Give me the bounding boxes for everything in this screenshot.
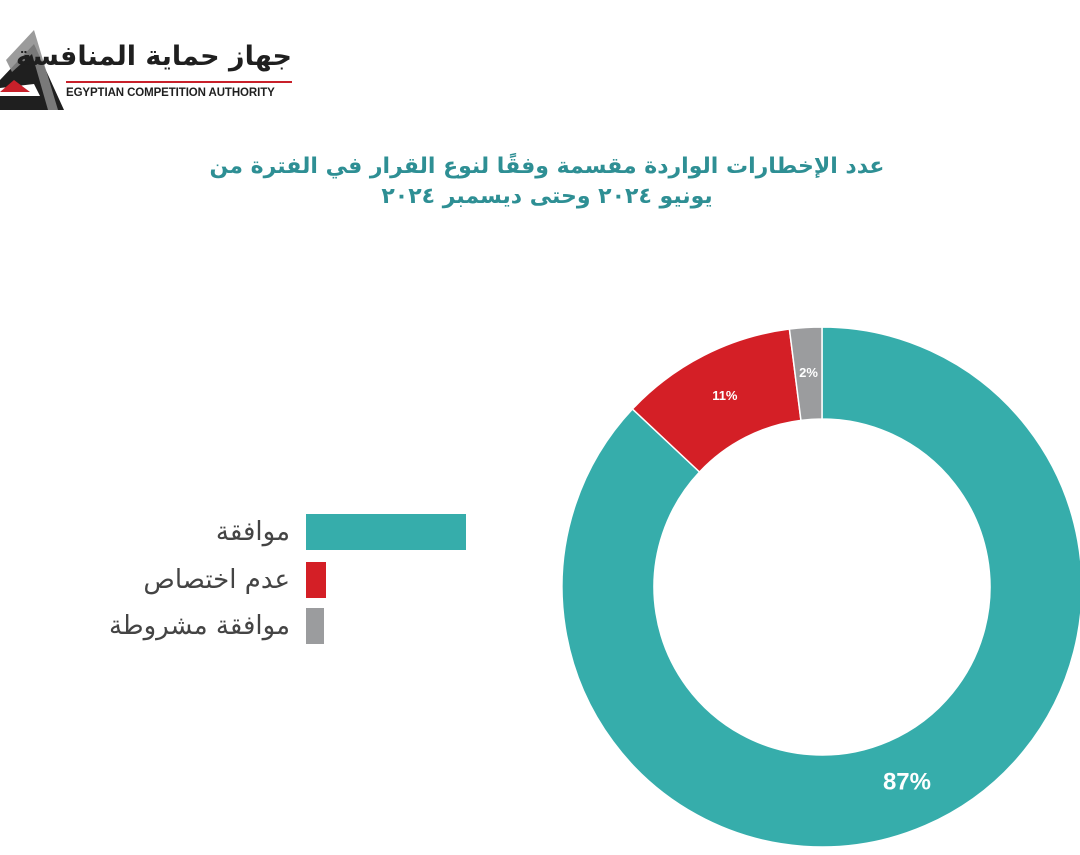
legend-item-conditional-approval: موافقة مشروطة (60, 606, 480, 646)
legend-item-approval: موافقة (60, 512, 480, 552)
slice-conditional-approval (788, 326, 823, 422)
slice-approval (561, 326, 1080, 848)
authority-logo: جهاز حماية المنافسة EGYPTIAN COMPETITION… (0, 0, 310, 120)
logo-arabic-name: جهاز حماية المنافسة (15, 41, 292, 72)
logo-divider (66, 81, 292, 83)
legend-swatch-approval (306, 514, 466, 550)
pyramid-logo-icon (0, 30, 64, 110)
legend-swatch-conditional-approval (306, 608, 324, 644)
chart-title-line-2: يونيو ٢٠٢٤ وحتى ديسمبر ٢٠٢٤ (381, 184, 713, 209)
slice-conditional-approval-value-label: 2% (799, 365, 818, 380)
slice-no-jurisdiction-value-label: 11% (712, 388, 738, 403)
legend-label-no-jurisdiction: عدم اختصاص (143, 565, 290, 595)
legend-swatch-no-jurisdiction (306, 562, 326, 598)
legend-label-conditional-approval: موافقة مشروطة (108, 611, 290, 641)
donut-chart: 87% 11% 2% (561, 326, 1080, 848)
legend-label-approval: موافقة (215, 517, 290, 547)
logo-english-name: EGYPTIAN COMPETITION AUTHORITY (66, 87, 275, 99)
chart-title-line-1: عدد الإخطارات الواردة مقسمة وفقًا لنوع ا… (209, 154, 885, 179)
slice-approval-value-label: 87% (883, 769, 931, 796)
chart-title: عدد الإخطارات الواردة مقسمة وفقًا لنوع ا… (200, 152, 894, 212)
legend-item-no-jurisdiction: عدم اختصاص (60, 560, 480, 600)
